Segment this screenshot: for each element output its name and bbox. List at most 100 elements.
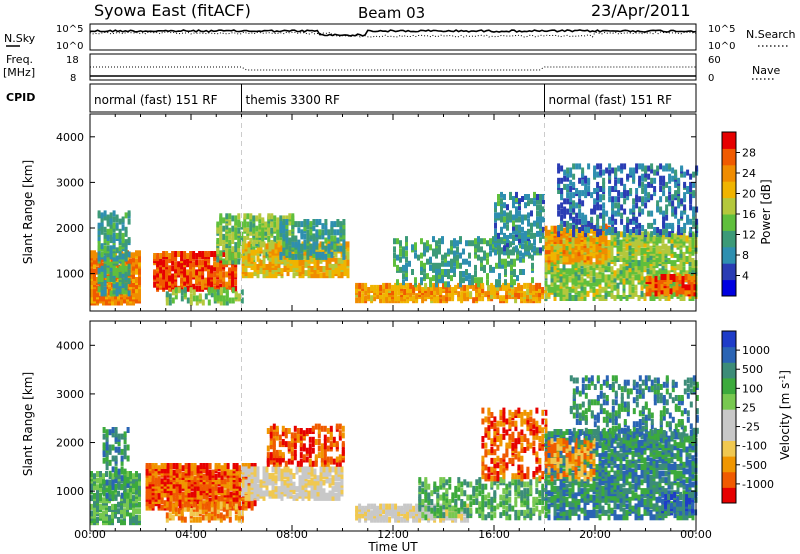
data-cell [527, 249, 530, 256]
data-cell [313, 268, 317, 275]
data-cell [220, 474, 224, 480]
data-cell [181, 495, 185, 502]
data-cell [453, 250, 456, 257]
data-cell [602, 169, 606, 176]
data-cell [309, 243, 313, 250]
noise-left-tick-top: 10^5 [56, 24, 83, 35]
data-cell [674, 190, 678, 197]
data-cell [462, 258, 465, 265]
data-cell [631, 241, 635, 248]
data-cell [268, 243, 272, 250]
data-cell [336, 237, 340, 244]
data-cell [324, 219, 328, 225]
data-cell [444, 281, 447, 288]
data-cell [578, 202, 582, 209]
data-cell [568, 292, 572, 299]
data-cell [610, 274, 614, 281]
data-cell [448, 295, 452, 302]
data-cell [283, 259, 287, 266]
data-cell [587, 177, 591, 184]
data-cell [445, 291, 449, 298]
data-cell [279, 215, 283, 222]
data-cell [644, 229, 648, 236]
data-cell [475, 282, 479, 289]
data-cell [650, 177, 654, 184]
data-cell [201, 279, 205, 286]
data-cell [533, 239, 536, 246]
data-cell [629, 229, 633, 236]
data-cell [691, 243, 695, 250]
data-cell [575, 202, 579, 209]
data-cell [581, 212, 585, 219]
data-cell [210, 283, 214, 290]
data-cell [265, 268, 269, 275]
data-cell [619, 239, 623, 246]
data-cell [388, 282, 392, 289]
data-cell [108, 519, 111, 526]
data-cell [599, 169, 603, 176]
data-cell [509, 232, 512, 239]
data-cell [183, 283, 187, 290]
data-cell [367, 287, 371, 293]
data-cell [97, 286, 101, 293]
data-cell [503, 202, 506, 209]
data-cell [665, 181, 669, 188]
data-cell [617, 165, 621, 172]
data-cell [625, 233, 629, 240]
data-cell [334, 257, 338, 264]
data-cell [637, 260, 641, 267]
data-cell [652, 247, 656, 254]
data-cell [487, 284, 491, 291]
data-cell [617, 202, 621, 209]
data-cell [108, 479, 112, 486]
data-cell [571, 268, 575, 275]
data-cell [654, 276, 658, 282]
data-cell [340, 261, 344, 268]
data-cell [568, 258, 572, 265]
data-cell [346, 241, 350, 248]
data-cell [547, 229, 551, 236]
data-cell [268, 266, 272, 272]
data-cell [638, 179, 642, 186]
data-cell [500, 226, 503, 233]
data-cell [578, 208, 582, 215]
data-cell [106, 220, 110, 227]
data-cell [111, 512, 114, 519]
data-cell [393, 246, 396, 253]
data-cell [610, 235, 614, 242]
data-cell [157, 498, 161, 504]
data-cell [625, 295, 629, 301]
data-cell [667, 245, 671, 252]
data-cell [274, 264, 278, 270]
data-cell [671, 200, 675, 207]
data-cell [105, 429, 109, 436]
data-cell [190, 463, 194, 469]
data-cell [459, 262, 462, 269]
data-cell [590, 208, 594, 215]
data-cell [394, 282, 398, 289]
data-cell [480, 264, 483, 271]
data-cell [334, 251, 338, 258]
data-cell [569, 192, 573, 199]
data-cell [583, 295, 587, 301]
data-cell [547, 284, 551, 291]
data-cell [423, 273, 426, 280]
data-cell [193, 476, 197, 483]
data-cell [303, 225, 307, 232]
data-cell [123, 501, 126, 508]
data-cell [105, 444, 109, 451]
data-cell [118, 265, 122, 272]
data-cell [692, 214, 696, 221]
data-cell [641, 196, 645, 203]
data-cell [643, 292, 647, 299]
data-cell [334, 261, 338, 268]
data-cell [135, 508, 138, 515]
data-cell [659, 206, 663, 213]
data-cell [628, 243, 632, 250]
data-cell [225, 271, 229, 278]
data-cell [181, 478, 185, 485]
data-cell [623, 163, 627, 170]
data-cell [654, 290, 658, 297]
data-cell [364, 282, 368, 289]
data-cell [504, 240, 507, 247]
